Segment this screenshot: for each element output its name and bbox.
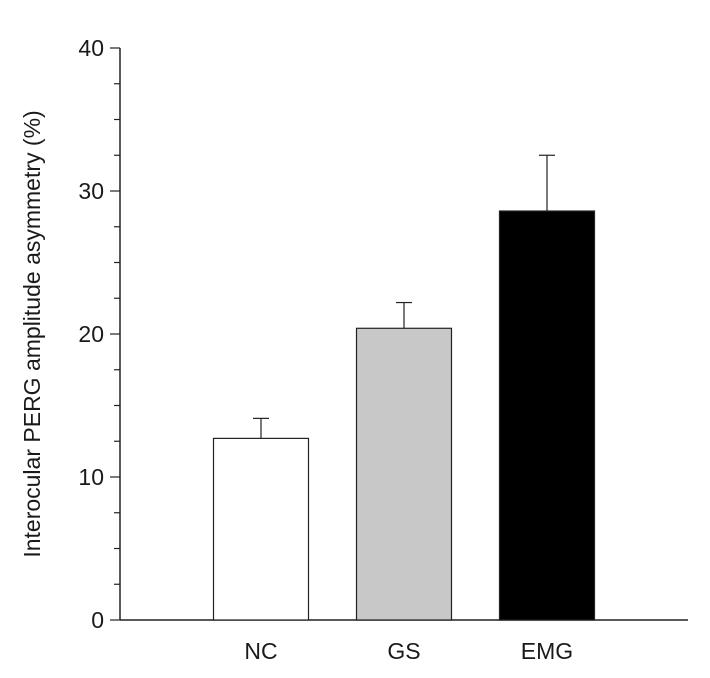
x-tick-label-nc: NC: [244, 638, 277, 664]
error-bars: [253, 154, 555, 439]
x-axis-tick-labels: NC GS EMG: [244, 638, 573, 664]
y-tick-label: 30: [78, 178, 104, 204]
y-tick-label: 20: [78, 321, 104, 347]
y-tick-label: 10: [78, 464, 104, 490]
bar-emg: [498, 210, 596, 621]
y-tick-label: 0: [91, 607, 104, 633]
y-tick-label: 40: [78, 35, 104, 61]
bar-nc: [212, 437, 310, 621]
plot-area: 0 10 20 30 40 NC GS EMG: [78, 35, 688, 664]
bars: [212, 210, 596, 621]
bar-gs: [355, 327, 453, 621]
x-tick-label-emg: EMG: [521, 638, 573, 664]
y-axis-ticks: 0 10 20 30 40: [78, 35, 120, 633]
y-axis-title: Interocular PERG amplitude asymmetry (%): [19, 110, 45, 557]
x-tick-label-gs: GS: [387, 638, 420, 664]
